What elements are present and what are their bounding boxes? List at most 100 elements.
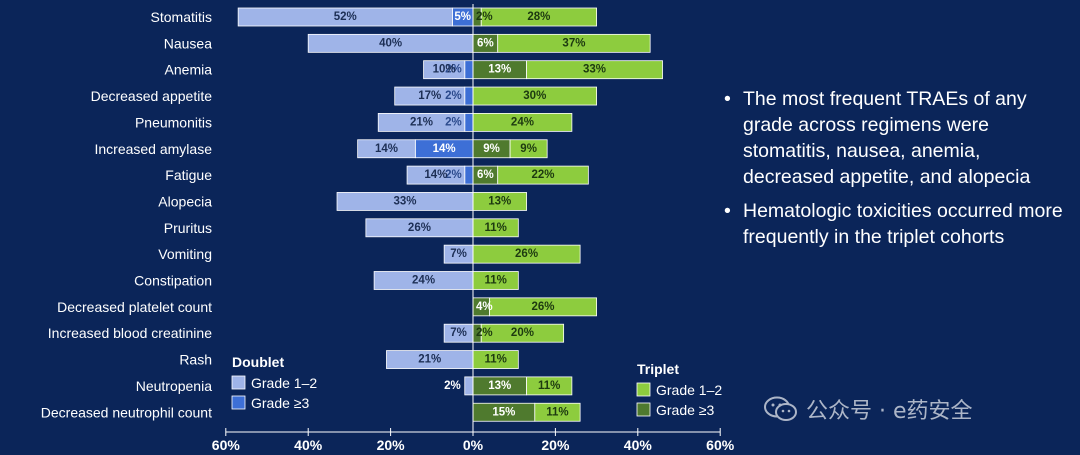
category-label: Increased amylase [94, 141, 212, 157]
category-label: Stomatitis [151, 9, 212, 25]
label-doublet-grade12: 21% [418, 354, 441, 366]
label-triplet-grade12: 9% [520, 143, 537, 155]
bar-doublet-grade3 [464, 113, 474, 132]
doublet-legend-swatch [231, 375, 246, 390]
label-triplet-grade12: 20% [511, 327, 534, 339]
bar-triplet-grade12 [509, 139, 548, 159]
label-doublet-grade12: 52% [334, 11, 357, 23]
bar-doublet-grade12 [377, 113, 466, 132]
label-doublet-grade12: 40% [379, 37, 402, 49]
label-triplet-grade3: 6% [477, 37, 494, 49]
category-label: Alopecia [158, 193, 212, 209]
category-label: Anemia [165, 62, 213, 78]
label-triplet-grade12: 24% [511, 116, 534, 128]
label-triplet-grade12: 11% [484, 222, 506, 234]
doublet-legend-swatch [231, 395, 246, 410]
label-doublet-grade12: 26% [408, 222, 431, 234]
label-triplet-grade12: 26% [515, 248, 538, 260]
bar-triplet-grade12 [489, 297, 598, 317]
label-triplet-grade12: 13% [488, 195, 511, 207]
label-triplet-grade3: 4% [476, 301, 493, 313]
watermark-text: 公众号 · e药安全 [806, 399, 973, 424]
category-label: Rash [179, 352, 212, 368]
label-triplet-grade12: 11% [538, 380, 560, 392]
label-triplet-grade12: 11% [546, 406, 568, 418]
category-label: Fatigue [165, 167, 212, 183]
label-triplet-grade3: 6% [477, 169, 494, 181]
bar-doublet-grade3 [464, 165, 474, 185]
label-triplet-grade3: 2% [476, 11, 493, 23]
doublet-legend-title: Doublet [232, 354, 284, 370]
bullet-item-1: • The most frequent TRAEs of any grade a… [722, 86, 1072, 190]
category-label: Pneumonitis [135, 114, 212, 130]
label-triplet-grade12: 33% [583, 64, 606, 76]
label-doublet-grade3: 2% [445, 64, 462, 76]
key-findings: • The most frequent TRAEs of any grade a… [722, 86, 1072, 258]
triplet-legend-swatch [636, 382, 651, 397]
bar-triplet-grade12 [480, 323, 565, 343]
category-label: Vomiting [158, 246, 212, 262]
wechat-icon [764, 396, 797, 421]
watermark: 公众号 · e药安全 [764, 393, 973, 425]
label-doublet-grade12: 17% [418, 90, 441, 102]
label-doublet-grade12: 10% [433, 64, 456, 76]
label-doublet-grade12: 7% [450, 327, 467, 339]
x-tick-label: 40% [294, 437, 323, 453]
label-doublet-grade3: 2% [445, 169, 462, 181]
x-tick-label: 20% [541, 437, 570, 453]
category-label: Neutropenia [136, 378, 212, 394]
category-label: Nausea [164, 35, 212, 51]
label-triplet-grade3: 13% [488, 380, 511, 392]
x-tick-label: 60% [706, 437, 735, 453]
label-triplet-grade3: 9% [483, 143, 500, 155]
bar-doublet-grade12 [464, 376, 474, 396]
bar-triplet-grade12 [526, 60, 663, 80]
label-doublet-grade3: 2% [445, 90, 462, 102]
label-triplet-grade12: 26% [532, 301, 555, 313]
label-doublet-grade3: 14% [433, 143, 456, 155]
x-tick-label: 20% [377, 437, 406, 453]
bar-doublet-grade12 [394, 86, 466, 106]
bar-doublet-grade3 [464, 86, 474, 106]
bar-triplet-grade12 [534, 402, 581, 422]
bar-doublet-grade12 [237, 7, 453, 27]
label-triplet-grade12: 22% [532, 169, 555, 181]
label-triplet-grade12: 28% [527, 11, 550, 23]
triplet-legend-swatch [636, 402, 651, 417]
category-label: Decreased platelet count [57, 299, 212, 315]
label-triplet-grade12: 37% [562, 37, 585, 49]
bullet-marker: • [724, 88, 731, 110]
triplet-legend-label: Grade 1–2 [656, 382, 722, 398]
bar-triplet-grade12 [526, 376, 573, 396]
label-doublet-grade3: 5% [454, 11, 471, 23]
x-tick-label: 60% [212, 437, 241, 453]
category-label: Constipation [134, 273, 212, 289]
category-label: Decreased appetite [91, 88, 213, 104]
label-doublet-grade12: 33% [394, 195, 417, 207]
label-doublet-grade12: 21% [410, 116, 433, 128]
bar-doublet-grade12 [406, 165, 466, 185]
label-doublet-grade12: 2% [444, 380, 461, 392]
label-triplet-grade12: 30% [523, 90, 546, 102]
bar-triplet-grade12 [497, 33, 651, 53]
label-triplet-grade3: 13% [488, 64, 511, 76]
bullet-marker: • [724, 200, 731, 222]
bullet-text-1: The most frequent TRAEs of any grade acr… [743, 88, 1031, 188]
category-label: Increased blood creatinine [48, 325, 212, 341]
bullet-text-2: Hematologic toxicities occurred more fre… [743, 200, 1063, 248]
bar-doublet-grade12 [357, 139, 416, 159]
label-doublet-grade12: 24% [412, 275, 435, 287]
label-triplet-grade3: 2% [476, 327, 493, 339]
label-doublet-grade12: 7% [450, 248, 467, 260]
label-triplet-grade3: 15% [492, 406, 515, 418]
triplet-legend-label: Grade ≥3 [656, 402, 714, 418]
bar-doublet-grade12 [423, 60, 466, 80]
label-doublet-grade12: 14% [424, 169, 447, 181]
bar-doublet-grade3 [464, 60, 474, 80]
x-tick-label: 0% [463, 437, 484, 453]
bar-triplet-grade12 [497, 165, 589, 185]
triplet-legend-title: Triplet [637, 361, 679, 377]
label-doublet-grade3: 2% [445, 116, 462, 128]
category-label: Pruritus [164, 220, 212, 236]
